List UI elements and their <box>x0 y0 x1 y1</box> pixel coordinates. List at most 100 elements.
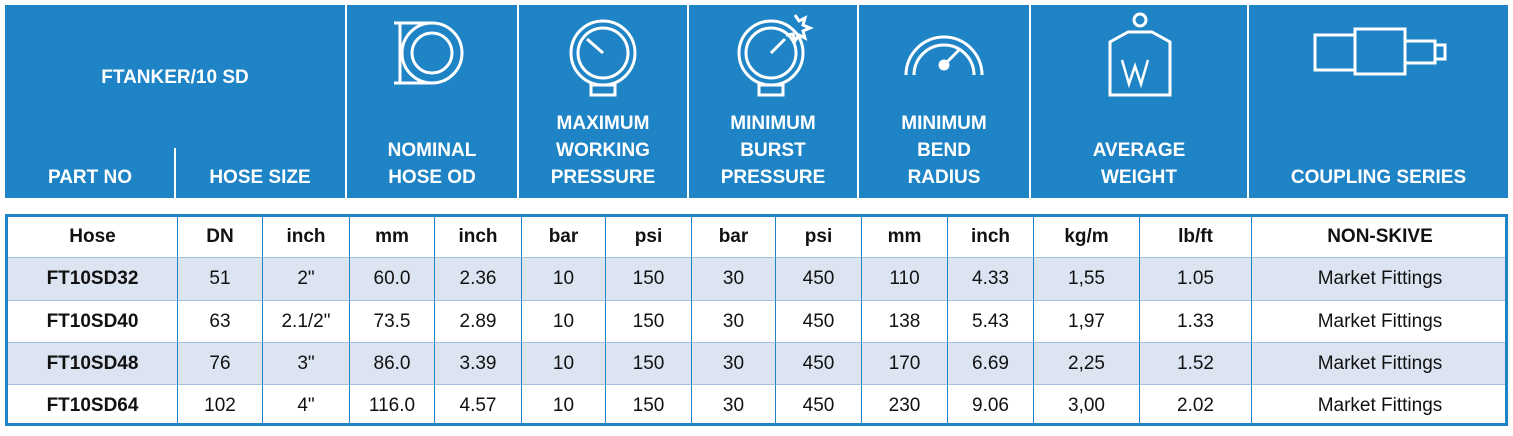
header-label: HOSE OD <box>388 167 476 188</box>
header-label: BURST <box>740 140 806 161</box>
table-cell: Market Fittings <box>1252 258 1505 301</box>
table-cell: 1.05 <box>1140 258 1252 301</box>
header-block <box>347 5 517 198</box>
table-cell: 150 <box>606 258 692 301</box>
table-cell: inch <box>435 217 522 258</box>
table-cell: 30 <box>692 301 776 343</box>
header-block <box>689 5 857 198</box>
table-cell: 51 <box>178 258 263 301</box>
table-cell: 1,97 <box>1034 301 1140 343</box>
table-cell: 150 <box>606 343 692 385</box>
table-cell: 230 <box>862 385 948 423</box>
header-label: RADIUS <box>907 167 981 188</box>
header-block <box>1031 5 1247 198</box>
table-cell: 450 <box>776 258 862 301</box>
header-label: MAXIMUM <box>556 113 650 134</box>
header-label: NOMINAL <box>387 140 477 161</box>
table-cell: Market Fittings <box>1252 385 1505 423</box>
table-cell: 102 <box>178 385 263 423</box>
header-label: COUPLING SERIES <box>1290 167 1467 188</box>
table-cell: 10 <box>522 301 606 343</box>
header-block <box>1249 5 1508 198</box>
table-cell: 86.0 <box>350 343 435 385</box>
icon-bend <box>904 35 984 76</box>
table-cell: 2.89 <box>435 301 522 343</box>
table-cell: 170 <box>862 343 948 385</box>
table-cell: kg/m <box>1034 217 1140 258</box>
header-label: MINIMUM <box>901 113 987 134</box>
table-cell: 150 <box>606 385 692 423</box>
table-cell: psi <box>606 217 692 258</box>
table-cell: 450 <box>776 343 862 385</box>
table-cell: 110 <box>862 258 948 301</box>
table-cell: 450 <box>776 385 862 423</box>
table-cell: 116.0 <box>350 385 435 423</box>
header-label: MINIMUM <box>730 113 816 134</box>
table-cell: 60.0 <box>350 258 435 301</box>
table-cell: psi <box>776 217 862 258</box>
header-block <box>519 5 687 198</box>
table-cell: FT10SD48 <box>8 343 178 385</box>
header-label: PRESSURE <box>720 167 826 188</box>
header-label: WEIGHT <box>1101 167 1177 188</box>
table-cell: mm <box>350 217 435 258</box>
table-cell: 4.57 <box>435 385 522 423</box>
table-cell: 30 <box>692 385 776 423</box>
table-cell: 63 <box>178 301 263 343</box>
table-cell: 2.02 <box>1140 385 1252 423</box>
icon-od <box>394 21 464 85</box>
table-cell: 6.69 <box>948 343 1034 385</box>
table-cell: 2" <box>263 258 350 301</box>
table-cell: 4" <box>263 385 350 423</box>
table-cell: Hose <box>8 217 178 258</box>
table-cell: Market Fittings <box>1252 343 1505 385</box>
table-cell: 4.33 <box>948 258 1034 301</box>
table-cell: FT10SD64 <box>8 385 178 423</box>
table-cell: 150 <box>606 301 692 343</box>
table-cell: 3" <box>263 343 350 385</box>
table-cell: 3.39 <box>435 343 522 385</box>
table-cell: FT10SD32 <box>8 258 178 301</box>
table-cell: 5.43 <box>948 301 1034 343</box>
table-cell: Market Fittings <box>1252 301 1505 343</box>
icon-gauge <box>569 19 637 97</box>
table-cell: 1.33 <box>1140 301 1252 343</box>
table-cell: 1,55 <box>1034 258 1140 301</box>
table-cell: mm <box>862 217 948 258</box>
header-label: BEND <box>917 140 971 161</box>
table-cell: 9.06 <box>948 385 1034 423</box>
table-cell: 2,25 <box>1034 343 1140 385</box>
table-cell: 2.1/2" <box>263 301 350 343</box>
table-cell: 76 <box>178 343 263 385</box>
table: Hose DN inch mm inch bar psi bar psi mm inch kg/m lb… <box>5 214 1508 426</box>
table-cell: 1.52 <box>1140 343 1252 385</box>
header-label: PRESSURE <box>550 167 656 188</box>
table-cell: bar <box>692 217 776 258</box>
header-title: FTANKER/10 SD <box>101 67 249 88</box>
table-cell: bar <box>522 217 606 258</box>
table-cell: FT10SD40 <box>8 301 178 343</box>
table-cell: 138 <box>862 301 948 343</box>
table-cell: 73.5 <box>350 301 435 343</box>
icon-coupling <box>1313 27 1447 76</box>
table-cell: 30 <box>692 343 776 385</box>
header-label: AVERAGE <box>1092 140 1186 161</box>
table-cell: 2.36 <box>435 258 522 301</box>
header-label: WORKING <box>556 140 650 161</box>
table-cell: DN <box>178 217 263 258</box>
table-cell: 450 <box>776 301 862 343</box>
table-cell: inch <box>263 217 350 258</box>
table-cell: NON-SKIVE <box>1252 217 1505 258</box>
table-cell: inch <box>948 217 1034 258</box>
icon-weight <box>1108 12 1172 97</box>
table-cell: 10 <box>522 343 606 385</box>
table-cell: 10 <box>522 385 606 423</box>
table-cell: lb/ft <box>1140 217 1252 258</box>
header-label: HOSE SIZE <box>209 167 311 188</box>
table-cell: 3,00 <box>1034 385 1140 423</box>
table-cell: 10 <box>522 258 606 301</box>
icon-burst-gauge <box>737 14 814 97</box>
divider <box>174 148 176 198</box>
header-label: PART NO <box>47 167 133 188</box>
